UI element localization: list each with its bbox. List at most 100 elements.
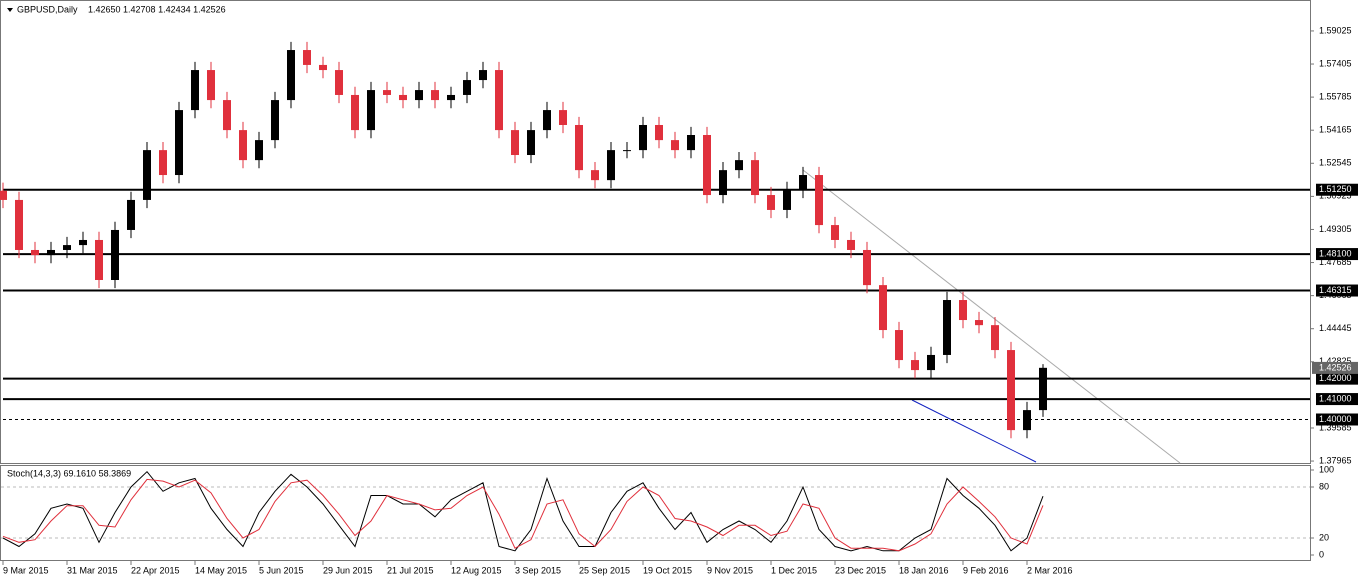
candle-body (383, 90, 391, 95)
y-tick-label: 1.42825 (1319, 356, 1352, 366)
level-line-label-bg (1316, 372, 1358, 385)
trend-line (911, 399, 1037, 463)
x-tick-label: 23 Dec 2015 (835, 565, 886, 575)
candle-body (943, 300, 951, 355)
x-tick-label: 21 Jul 2015 (387, 565, 434, 575)
level-line-label: 1.51250 (1319, 184, 1352, 194)
candle-body (415, 90, 423, 101)
y-tick-label: 1.59025 (1319, 25, 1352, 35)
candle-body (431, 90, 439, 101)
candle-body (143, 150, 151, 200)
x-tick-label: 9 Feb 2016 (963, 565, 1009, 575)
stoch-line (2, 470, 1044, 552)
candle-body (175, 110, 183, 176)
y-tick-label: 1.49305 (1319, 224, 1352, 234)
candle-body (991, 325, 999, 351)
candle-body (63, 245, 71, 250)
candle-body (879, 285, 887, 331)
candle-body (335, 70, 343, 95)
current-price-bg (1312, 361, 1358, 374)
candle-body (751, 160, 759, 196)
dashed-level-label: 1.40000 (1319, 414, 1352, 424)
x-tick-label: 5 Jun 2015 (259, 565, 304, 575)
candle-body (799, 175, 807, 190)
menu-arrow[interactable] (7, 8, 13, 12)
y-tick-label: 20 (1319, 532, 1329, 542)
candle-body (223, 100, 231, 131)
x-tick-label: 2 Mar 2016 (1027, 565, 1073, 575)
current-price-label: 1.42526 (1319, 362, 1352, 372)
ohlc-text: 1.42650 1.42708 1.42434 1.42526 (88, 4, 226, 14)
stoch-panel (0, 465, 1311, 561)
candle-body (655, 124, 663, 141)
candle-body (0, 190, 7, 200)
level-line-label: 1.48100 (1319, 248, 1352, 258)
x-tick-label: 22 Apr 2015 (131, 565, 180, 575)
candle-body (287, 50, 295, 101)
level-line-label: 1.46315 (1319, 285, 1352, 295)
candle-body (495, 70, 503, 131)
candle-body (687, 134, 695, 151)
y-tick-label: 1.50925 (1319, 191, 1352, 201)
candle-body (399, 94, 407, 101)
x-tick-label: 12 Aug 2015 (451, 565, 502, 575)
level-line-label-bg (1316, 183, 1358, 196)
candle-body (255, 140, 263, 161)
candle-body (575, 124, 583, 171)
candle-body (191, 70, 199, 111)
y-tick-label: 1.55785 (1319, 91, 1352, 101)
candle-body (767, 195, 775, 210)
candle-body (303, 50, 311, 65)
level-line-label-bg (1316, 248, 1358, 261)
level-line-label-bg (1316, 393, 1358, 406)
symbol-title: GBPUSD,Daily (17, 4, 78, 14)
x-tick-label: 3 Sep 2015 (515, 565, 561, 575)
x-tick-label: 9 Nov 2015 (707, 565, 753, 575)
y-tick-label: 0 (1319, 549, 1324, 559)
candle-body (559, 110, 567, 125)
candle-body (447, 94, 455, 101)
x-tick-label: 18 Jan 2016 (899, 565, 949, 575)
candle-body (15, 199, 23, 250)
x-tick-label: 31 Mar 2015 (67, 565, 118, 575)
candle-body (159, 150, 167, 176)
candle-body (127, 199, 135, 230)
candle-body (463, 80, 471, 95)
x-tick-label: 29 Jun 2015 (323, 565, 373, 575)
trend-line (802, 169, 1181, 464)
candle-body (607, 150, 615, 181)
y-tick-label: 1.37965 (1319, 455, 1352, 465)
candle-body (527, 130, 535, 156)
candle-body (1039, 367, 1047, 411)
candle-body (671, 140, 679, 151)
candle-body (703, 134, 711, 196)
candle-body (239, 130, 247, 161)
x-tick-label: 25 Sep 2015 (579, 565, 630, 575)
x-tick-label: 9 Mar 2015 (3, 565, 49, 575)
candle-body (1007, 350, 1015, 431)
stoch-line (2, 478, 1044, 552)
candle-body (591, 170, 599, 181)
candle-body (543, 110, 551, 131)
candle-body (207, 70, 215, 101)
candle-body (47, 249, 55, 256)
y-tick-label: 80 (1319, 481, 1329, 491)
candle-body (319, 64, 327, 71)
y-tick-label: 100 (1319, 464, 1334, 474)
candle-body (623, 150, 631, 152)
candle-body (863, 249, 871, 286)
candle-body (783, 189, 791, 210)
candle-body (831, 225, 839, 240)
level-line-label: 1.41000 (1319, 393, 1352, 403)
candle-body (719, 170, 727, 196)
candle-body (735, 160, 743, 171)
y-tick-label: 1.54165 (1319, 125, 1352, 135)
dashed-level-label-bg (1316, 413, 1358, 426)
candle-body (975, 320, 983, 326)
x-tick-label: 19 Oct 2015 (643, 565, 692, 575)
candle-body (79, 239, 87, 246)
candle-body (479, 70, 487, 81)
candle-body (895, 330, 903, 361)
